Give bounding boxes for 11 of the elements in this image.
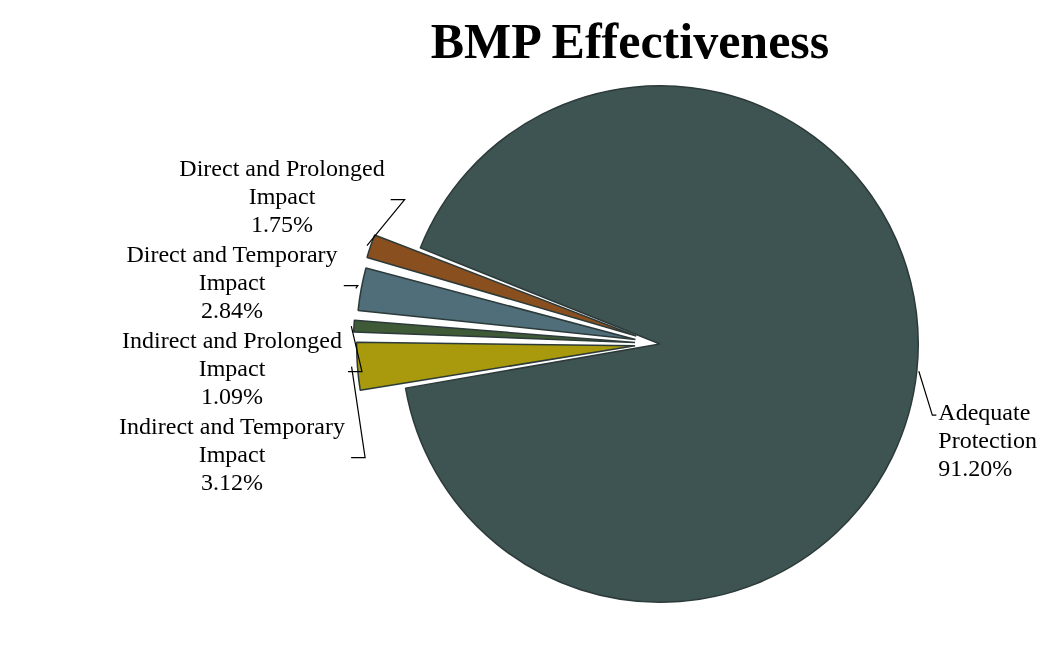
data-label: 3.12% bbox=[201, 468, 263, 495]
chart-title: BMP Effectiveness bbox=[429, 12, 831, 70]
slice-label: Direct and Temporary Impact bbox=[126, 240, 338, 295]
data-label: 1.09% bbox=[201, 382, 263, 409]
slice-label: Indirect and Prolonged Impact bbox=[122, 326, 342, 381]
slice-label: Indirect and Temporary Impact bbox=[119, 412, 345, 467]
data-label: 91.20% bbox=[938, 454, 1013, 481]
data-label: 2.84% bbox=[201, 296, 263, 323]
slice-label: Adequate Protection bbox=[938, 398, 1038, 453]
data-label: 1.75% bbox=[251, 210, 313, 237]
slice-label: Direct and Prolonged Impact bbox=[179, 154, 385, 209]
